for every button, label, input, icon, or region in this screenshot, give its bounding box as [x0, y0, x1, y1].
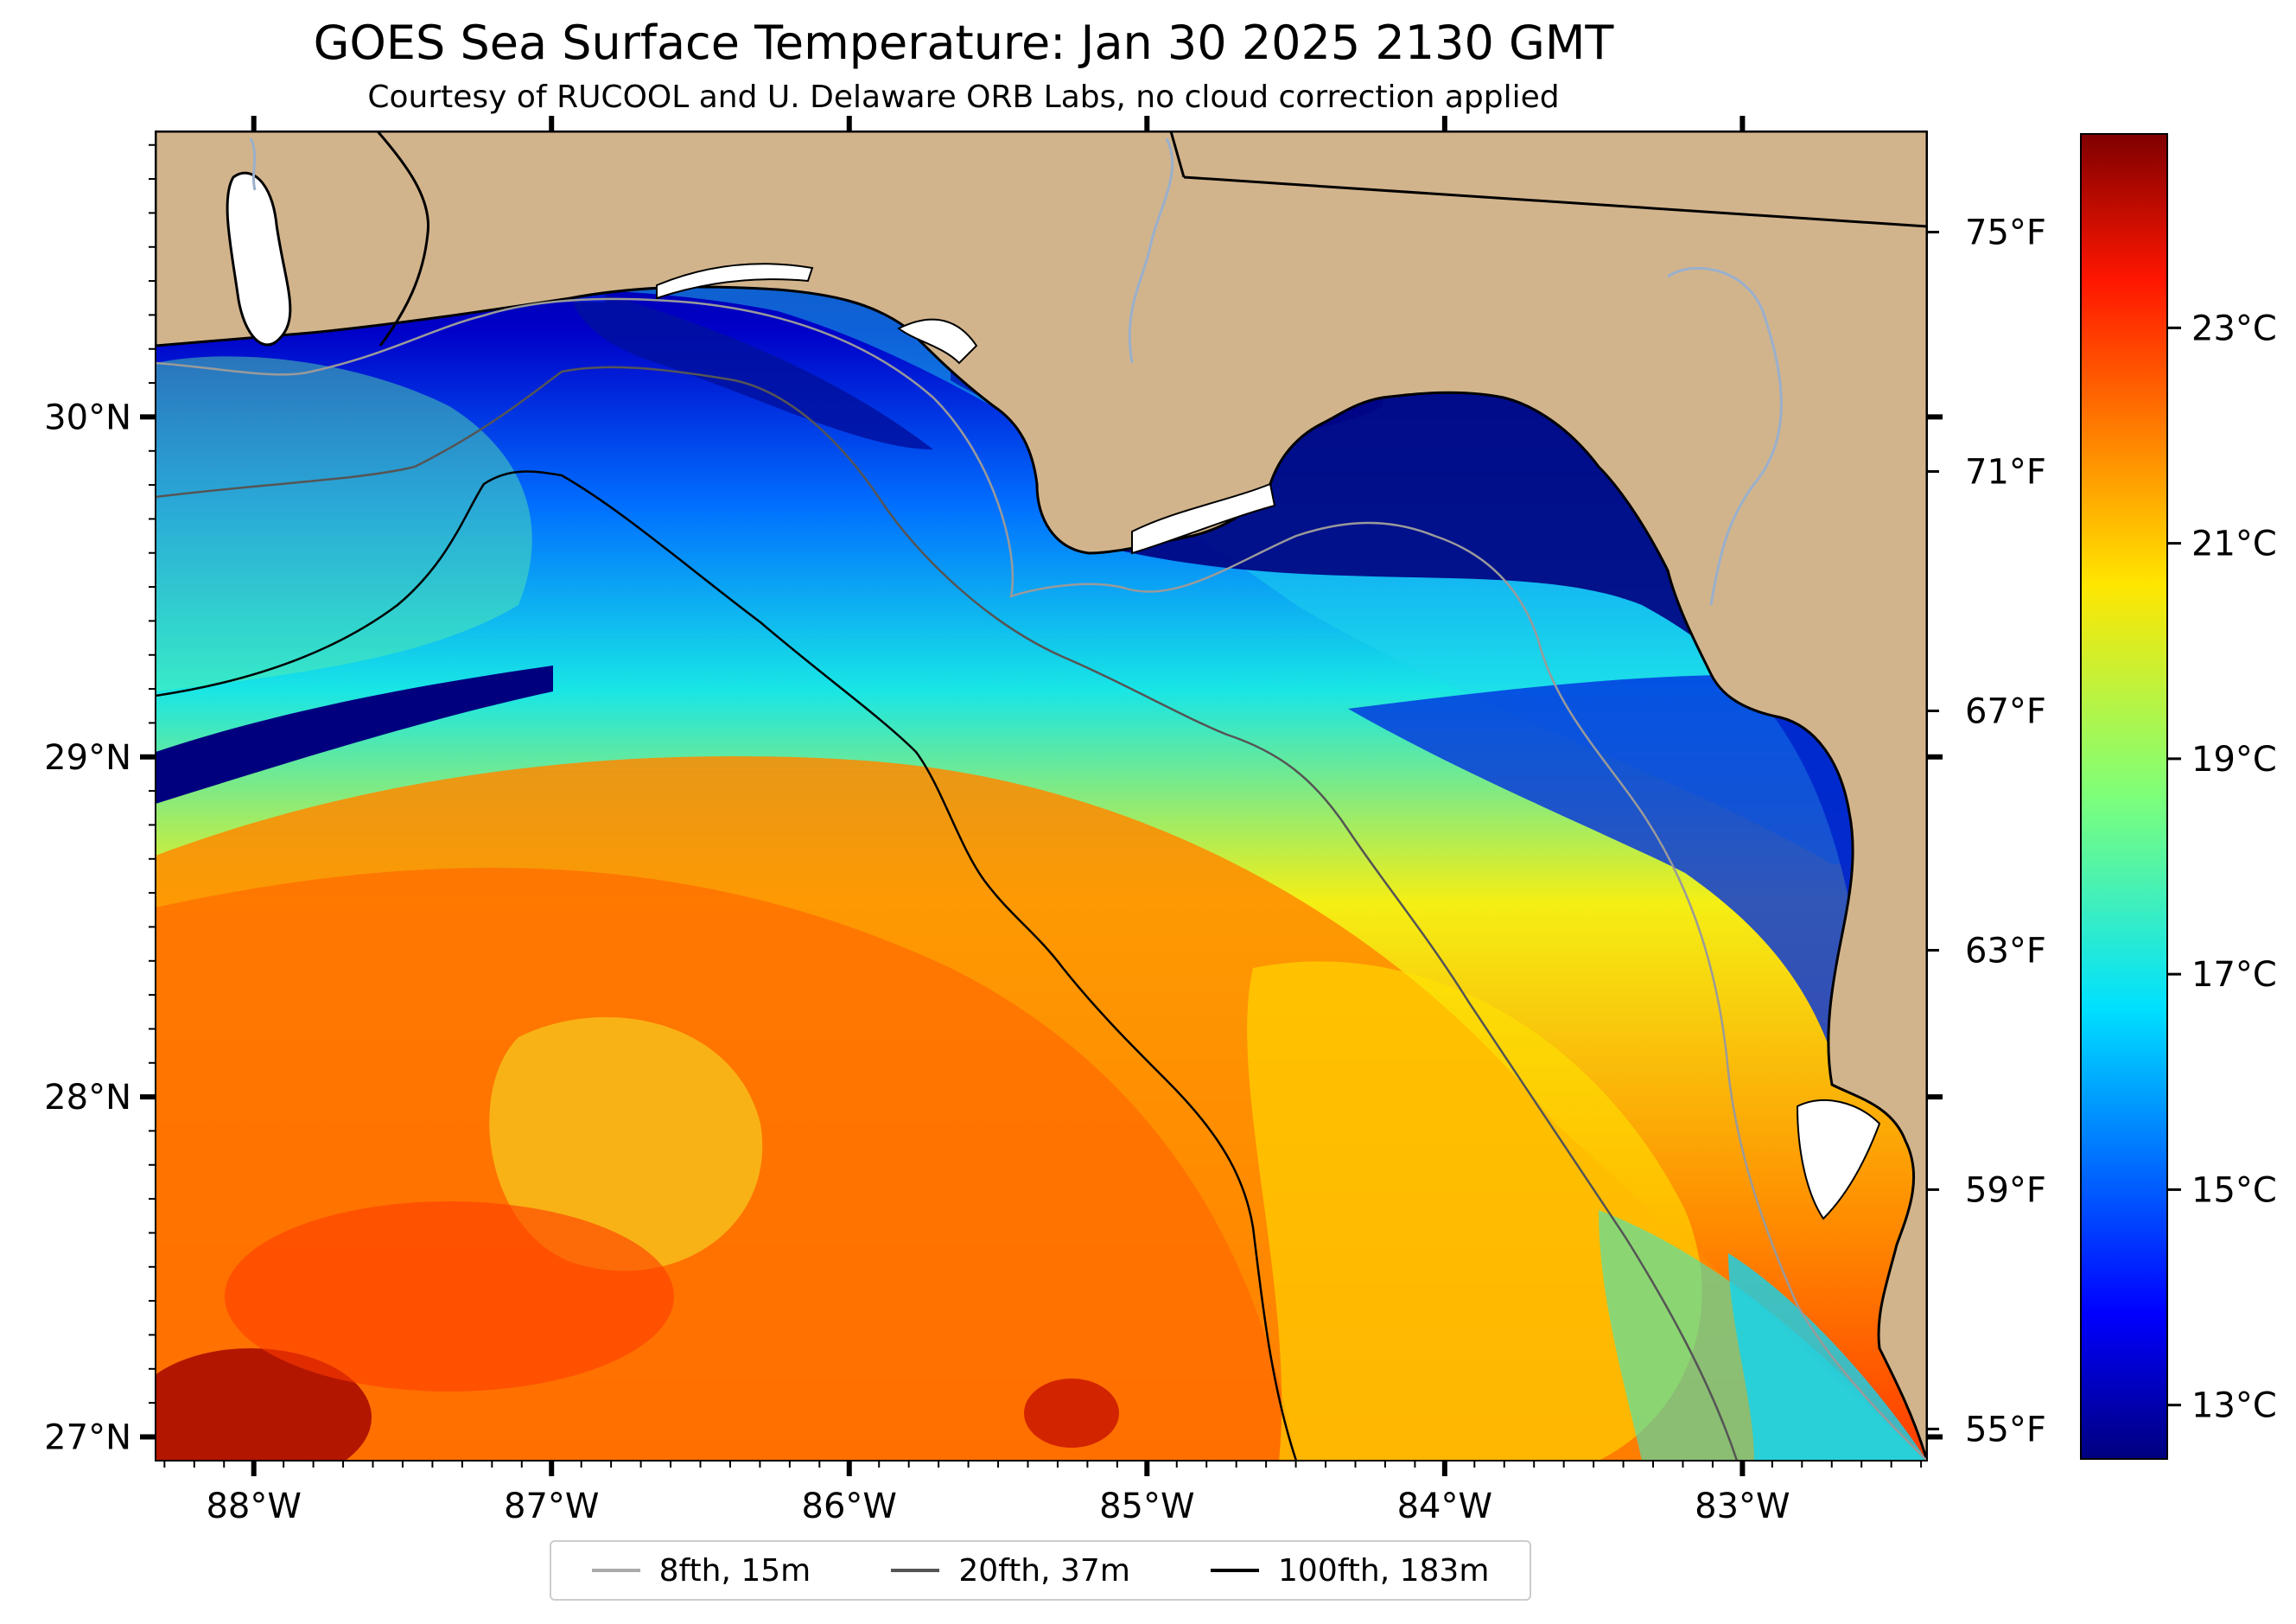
lat-tick-label: 29°N [44, 738, 131, 778]
lon-tick-label: 83°W [1695, 1487, 1790, 1526]
land-mass [156, 131, 1927, 1461]
lat-tick-label: 30°N [44, 398, 131, 437]
legend-line-swatch [591, 1569, 640, 1572]
legend-label: 20fth, 37m [958, 1552, 1130, 1589]
map-frame [155, 131, 1928, 1462]
latitude-axis: 30°N 29°N 28°N 27°N [44, 143, 1943, 1457]
legend-label: 100fth, 183m [1278, 1552, 1490, 1589]
isobath-legend: 8fth, 15m 20fth, 37m 100fth, 183m [550, 1540, 1531, 1601]
map-subtitle: Courtesy of RUCOOL and U. Delaware ORB L… [367, 80, 1560, 115]
isobath-20fth [156, 366, 1739, 1461]
legend-entry: 100fth, 183m [1211, 1553, 1489, 1589]
fahrenheit-tick-label: 55°F [1965, 1410, 2046, 1449]
isobath-8fth [156, 297, 1927, 1461]
fahrenheit-axis: 75°F 71°F 67°F 63°F 59°F 55°F [1927, 213, 2046, 1449]
legend-line-swatch [1211, 1569, 1260, 1572]
fahrenheit-tick-label: 71°F [1965, 453, 2046, 493]
legend-label: 8fth, 15m [658, 1552, 811, 1589]
colorbar-axis: 23°C 21°C 19°C 17°C 15°C 13°C [2167, 309, 2277, 1426]
colorbar-tick-label: 15°C [2191, 1170, 2277, 1210]
lat-tick-label: 28°N [44, 1078, 131, 1118]
colorbar-tick-label: 23°C [2191, 309, 2277, 348]
colorbar-tick-label: 19°C [2191, 740, 2277, 780]
lon-tick-label: 85°W [1099, 1487, 1194, 1526]
sst-field [156, 131, 1927, 1461]
fahrenheit-tick-label: 63°F [1965, 931, 2046, 971]
lon-tick-label: 86°W [802, 1487, 897, 1526]
legend-entry: 20fth, 37m [891, 1553, 1130, 1589]
colorbar-tick-label: 21°C [2191, 525, 2277, 564]
colorbar [2080, 133, 2168, 1460]
lon-tick-label: 87°W [504, 1487, 599, 1526]
fahrenheit-tick-label: 75°F [1965, 213, 2046, 253]
longitude-axis: 88°W 87°W 86°W 85°W 84°W 83°W [163, 116, 1923, 1526]
fahrenheit-tick-label: 59°F [1965, 1170, 2046, 1210]
lon-tick-label: 88°W [206, 1487, 301, 1526]
lon-tick-label: 84°W [1397, 1487, 1492, 1526]
lat-tick-label: 27°N [44, 1417, 131, 1457]
map-title: GOES Sea Surface Temperature: Jan 30 202… [313, 16, 1614, 70]
fahrenheit-tick-label: 67°F [1965, 691, 2046, 731]
colorbar-tick-label: 13°C [2191, 1386, 2277, 1426]
isobath-100fth [156, 470, 1298, 1461]
legend-line-swatch [891, 1569, 940, 1572]
colorbar-tick-label: 17°C [2191, 955, 2277, 995]
legend-entry: 8fth, 15m [591, 1552, 811, 1589]
